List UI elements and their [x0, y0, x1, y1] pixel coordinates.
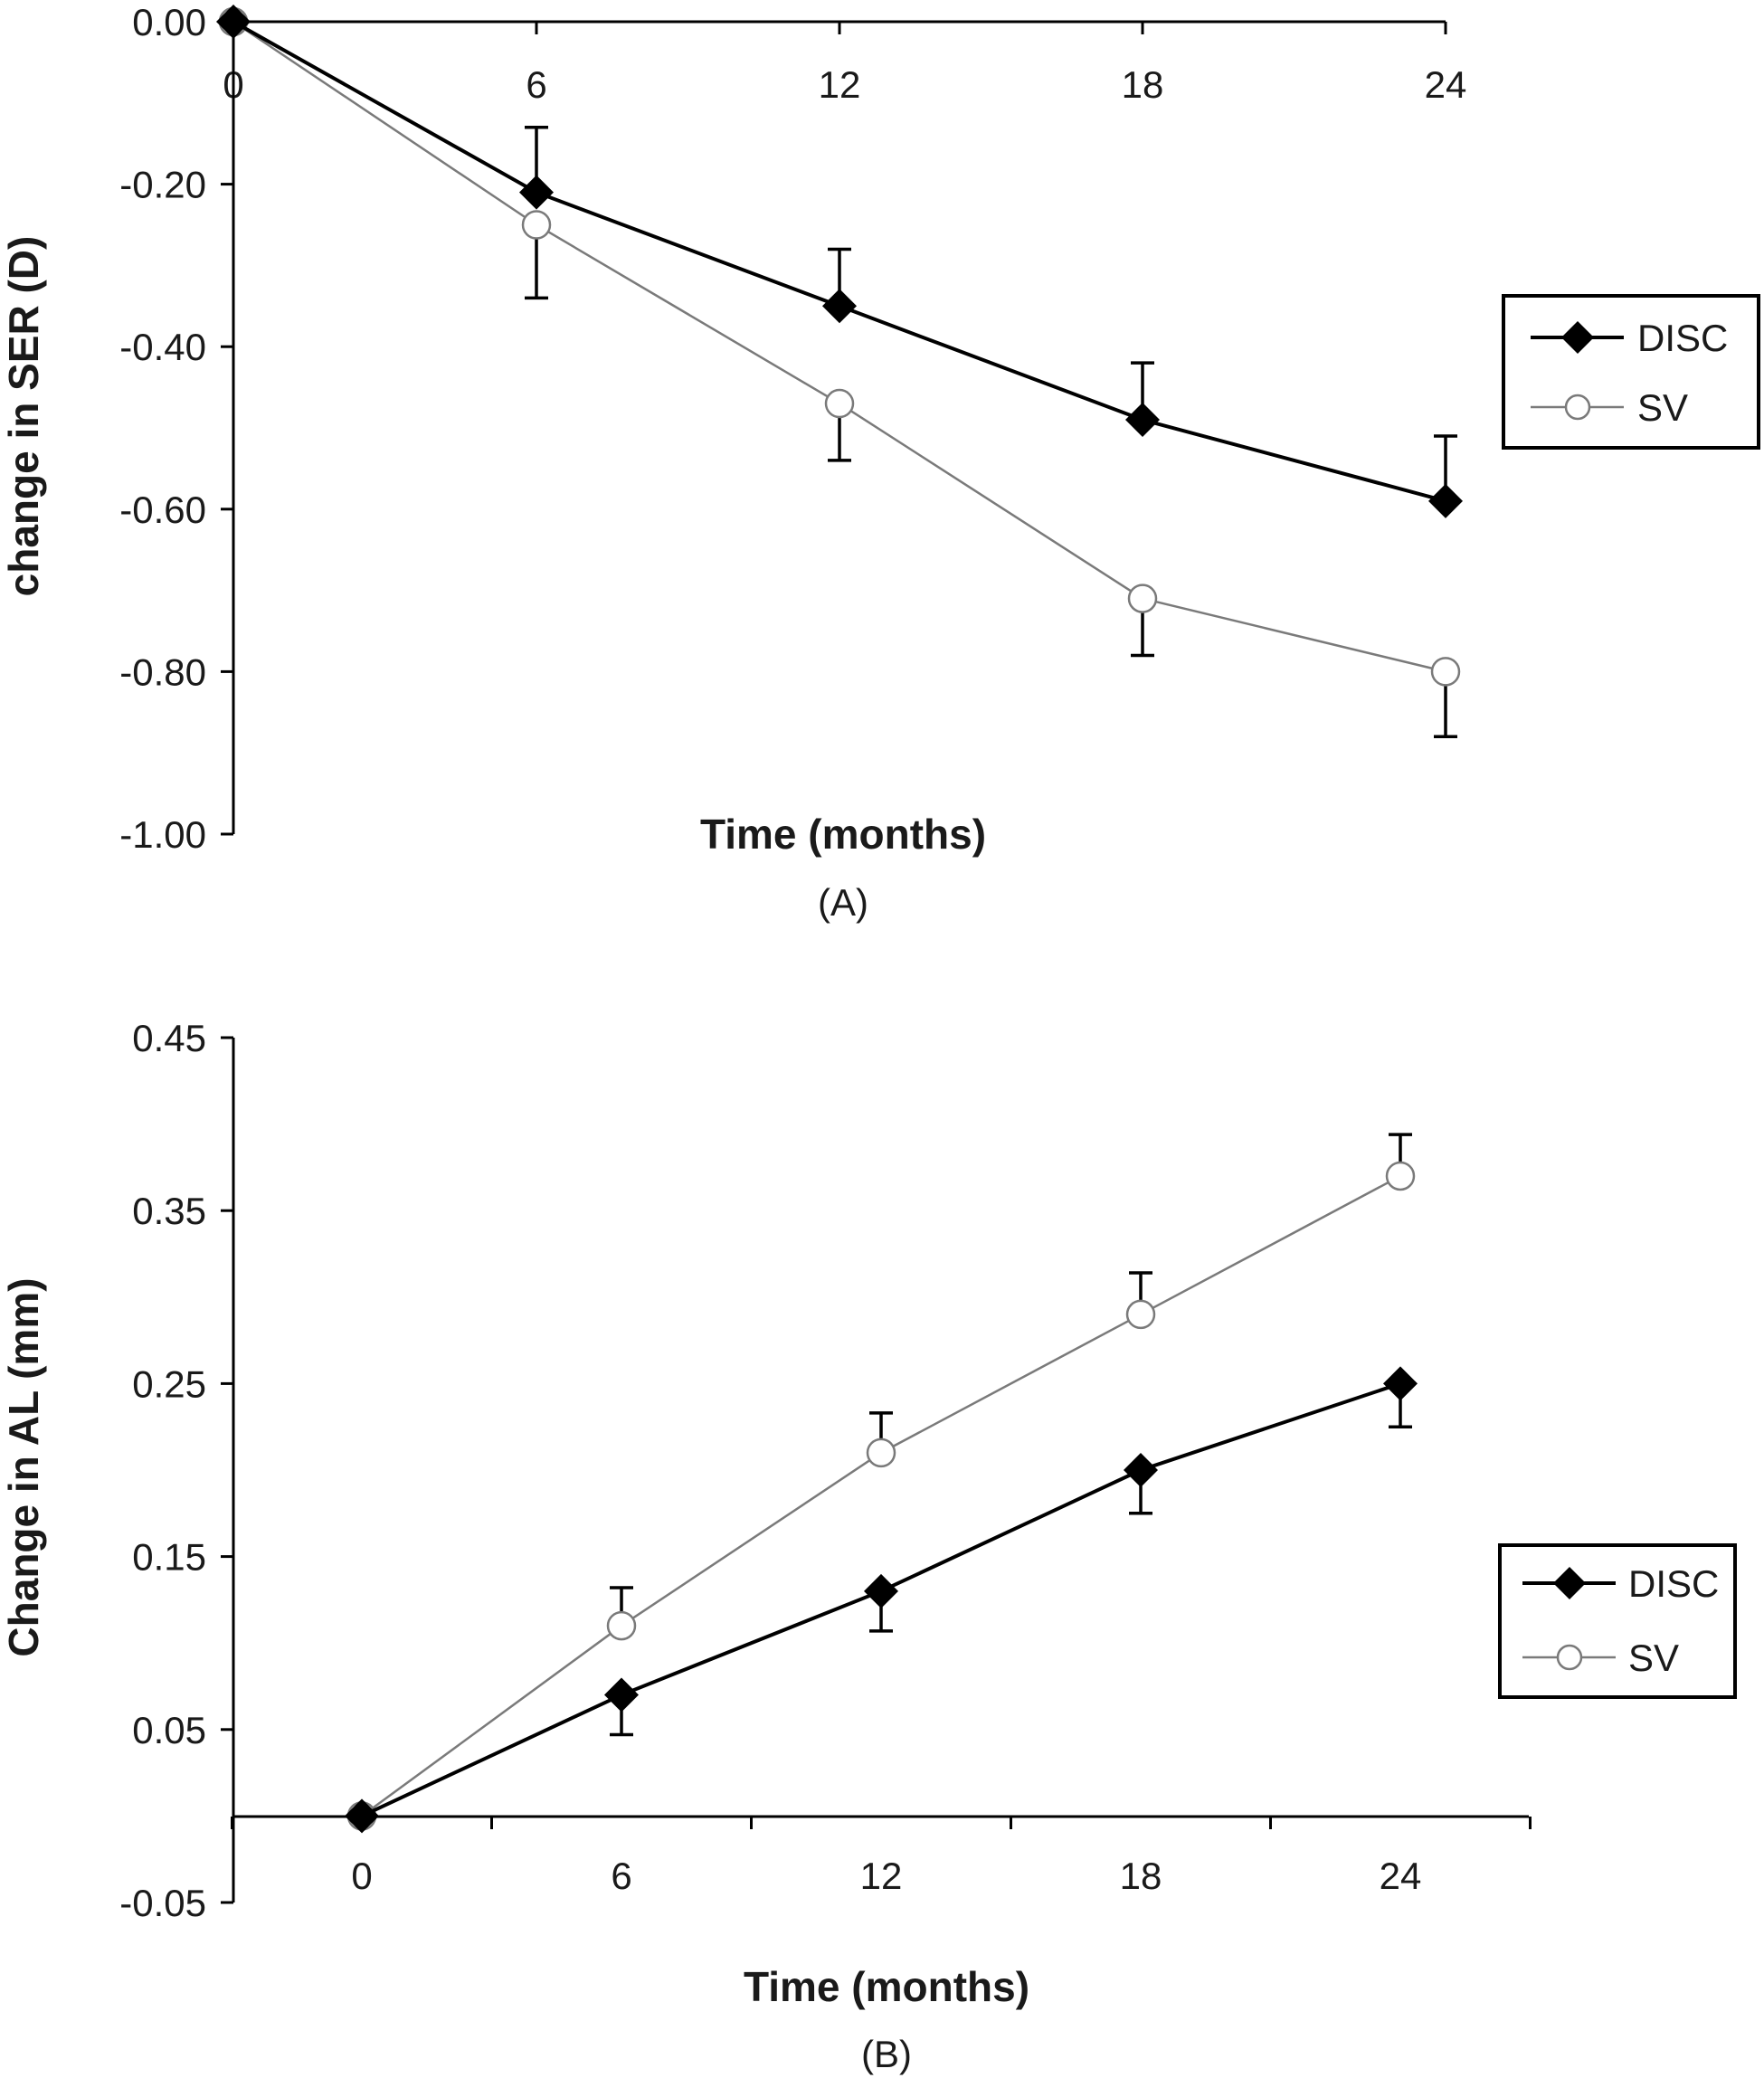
x-tick-label-b: 18: [1120, 1855, 1162, 1897]
data-point-disc-a: [1125, 403, 1160, 438]
data-point-sv-a: [1127, 584, 1158, 613]
legend-box-a: [1502, 294, 1760, 450]
data-point-disc-b: [604, 1677, 639, 1713]
x-tick-label-a: 18: [1122, 63, 1164, 106]
x-tick-labels-b: 0 6 12 18 24: [351, 1855, 1421, 1897]
data-point-disc-b: [1383, 1366, 1418, 1401]
series-group-a: [216, 5, 1463, 738]
legend-marker-sv-a: [1564, 394, 1591, 421]
data-point-sv-b: [606, 1610, 637, 1641]
y-tick-label-b: 0.25: [132, 1362, 206, 1405]
x-tick-label-a: 24: [1425, 63, 1467, 106]
data-point-sv-b: [866, 1438, 896, 1468]
data-point-disc-a: [519, 175, 554, 210]
series-line-sv-a: [232, 20, 1446, 673]
data-point-sv-a: [521, 210, 552, 240]
series-line-sv-b: [361, 1174, 1401, 1817]
y-tick-label-b: -0.05: [119, 1882, 206, 1924]
legend-b: DISC SV: [1498, 1543, 1737, 1699]
x-tick-label-a: 12: [819, 63, 861, 106]
data-point-sv-a: [824, 388, 855, 419]
data-point-disc-b: [864, 1573, 898, 1608]
legend-marker-disc-b: [1553, 1567, 1586, 1599]
panel-label-a: (A): [818, 881, 868, 924]
legend-a: DISC SV: [1502, 294, 1760, 450]
x-tick-label-b: 12: [860, 1855, 903, 1897]
data-point-sv-a: [1430, 657, 1461, 687]
data-point-sv-b: [1385, 1161, 1416, 1191]
data-point-disc-b: [1124, 1453, 1158, 1487]
data-point-disc-a: [216, 5, 251, 39]
legend-marker-sv-b: [1556, 1644, 1583, 1671]
y-tick-label-a: -0.40: [119, 326, 206, 368]
legend-label-sv-a: SV: [1637, 386, 1688, 429]
axes-a: [221, 20, 1447, 836]
y-tick-label-b: 0.15: [132, 1536, 206, 1579]
y-tick-label-a: -1.00: [119, 813, 206, 856]
y-tick-labels-b: 0.45 0.35 0.25 0.15 0.05 -0.05: [119, 1017, 206, 1924]
series-group-b: [345, 1133, 1418, 1834]
y-tick-label-a: -0.80: [119, 650, 206, 693]
y-axis-title-a: change in SER (D): [0, 236, 47, 597]
data-point-disc-b: [345, 1798, 379, 1834]
x-tick-label-b: 0: [351, 1855, 372, 1897]
data-point-disc-a: [1428, 483, 1463, 518]
y-tick-label-a: -0.20: [119, 164, 206, 206]
y-tick-label-a: -0.60: [119, 489, 206, 531]
x-tick-label-b: 6: [611, 1855, 631, 1897]
x-axis-title-a: Time (months): [700, 811, 986, 858]
y-tick-label-b: 0.45: [132, 1017, 206, 1059]
data-point-sv-b: [1125, 1299, 1156, 1330]
legend-label-disc-b: DISC: [1628, 1562, 1719, 1605]
panel-label-b: (B): [861, 2033, 912, 2075]
chart-panel-b: 0.45 0.35 0.25 0.15 0.05 -0.05 0 6 12 18 24 Chang…: [0, 1017, 1737, 2075]
legend-marker-disc-a: [1561, 321, 1594, 354]
y-tick-label-b: 0.05: [132, 1709, 206, 1751]
data-point-disc-a: [822, 289, 857, 324]
legend-box-b: [1498, 1543, 1737, 1699]
x-axis-title-b: Time (months): [744, 1963, 1029, 2010]
x-tick-label-a: 6: [526, 63, 546, 106]
x-tick-label-b: 24: [1380, 1855, 1422, 1897]
axes-b: [221, 1036, 1532, 1904]
legend-label-disc-a: DISC: [1637, 317, 1728, 359]
y-axis-title-b: Change in AL (mm): [0, 1277, 47, 1656]
y-tick-labels-a: 0.00 -0.20 -0.40 -0.60 -0.80 -1.00: [119, 1, 206, 856]
legend-label-sv-b: SV: [1628, 1637, 1679, 1679]
y-tick-label-a: 0.00: [132, 1, 206, 43]
y-tick-label-b: 0.35: [132, 1190, 206, 1232]
